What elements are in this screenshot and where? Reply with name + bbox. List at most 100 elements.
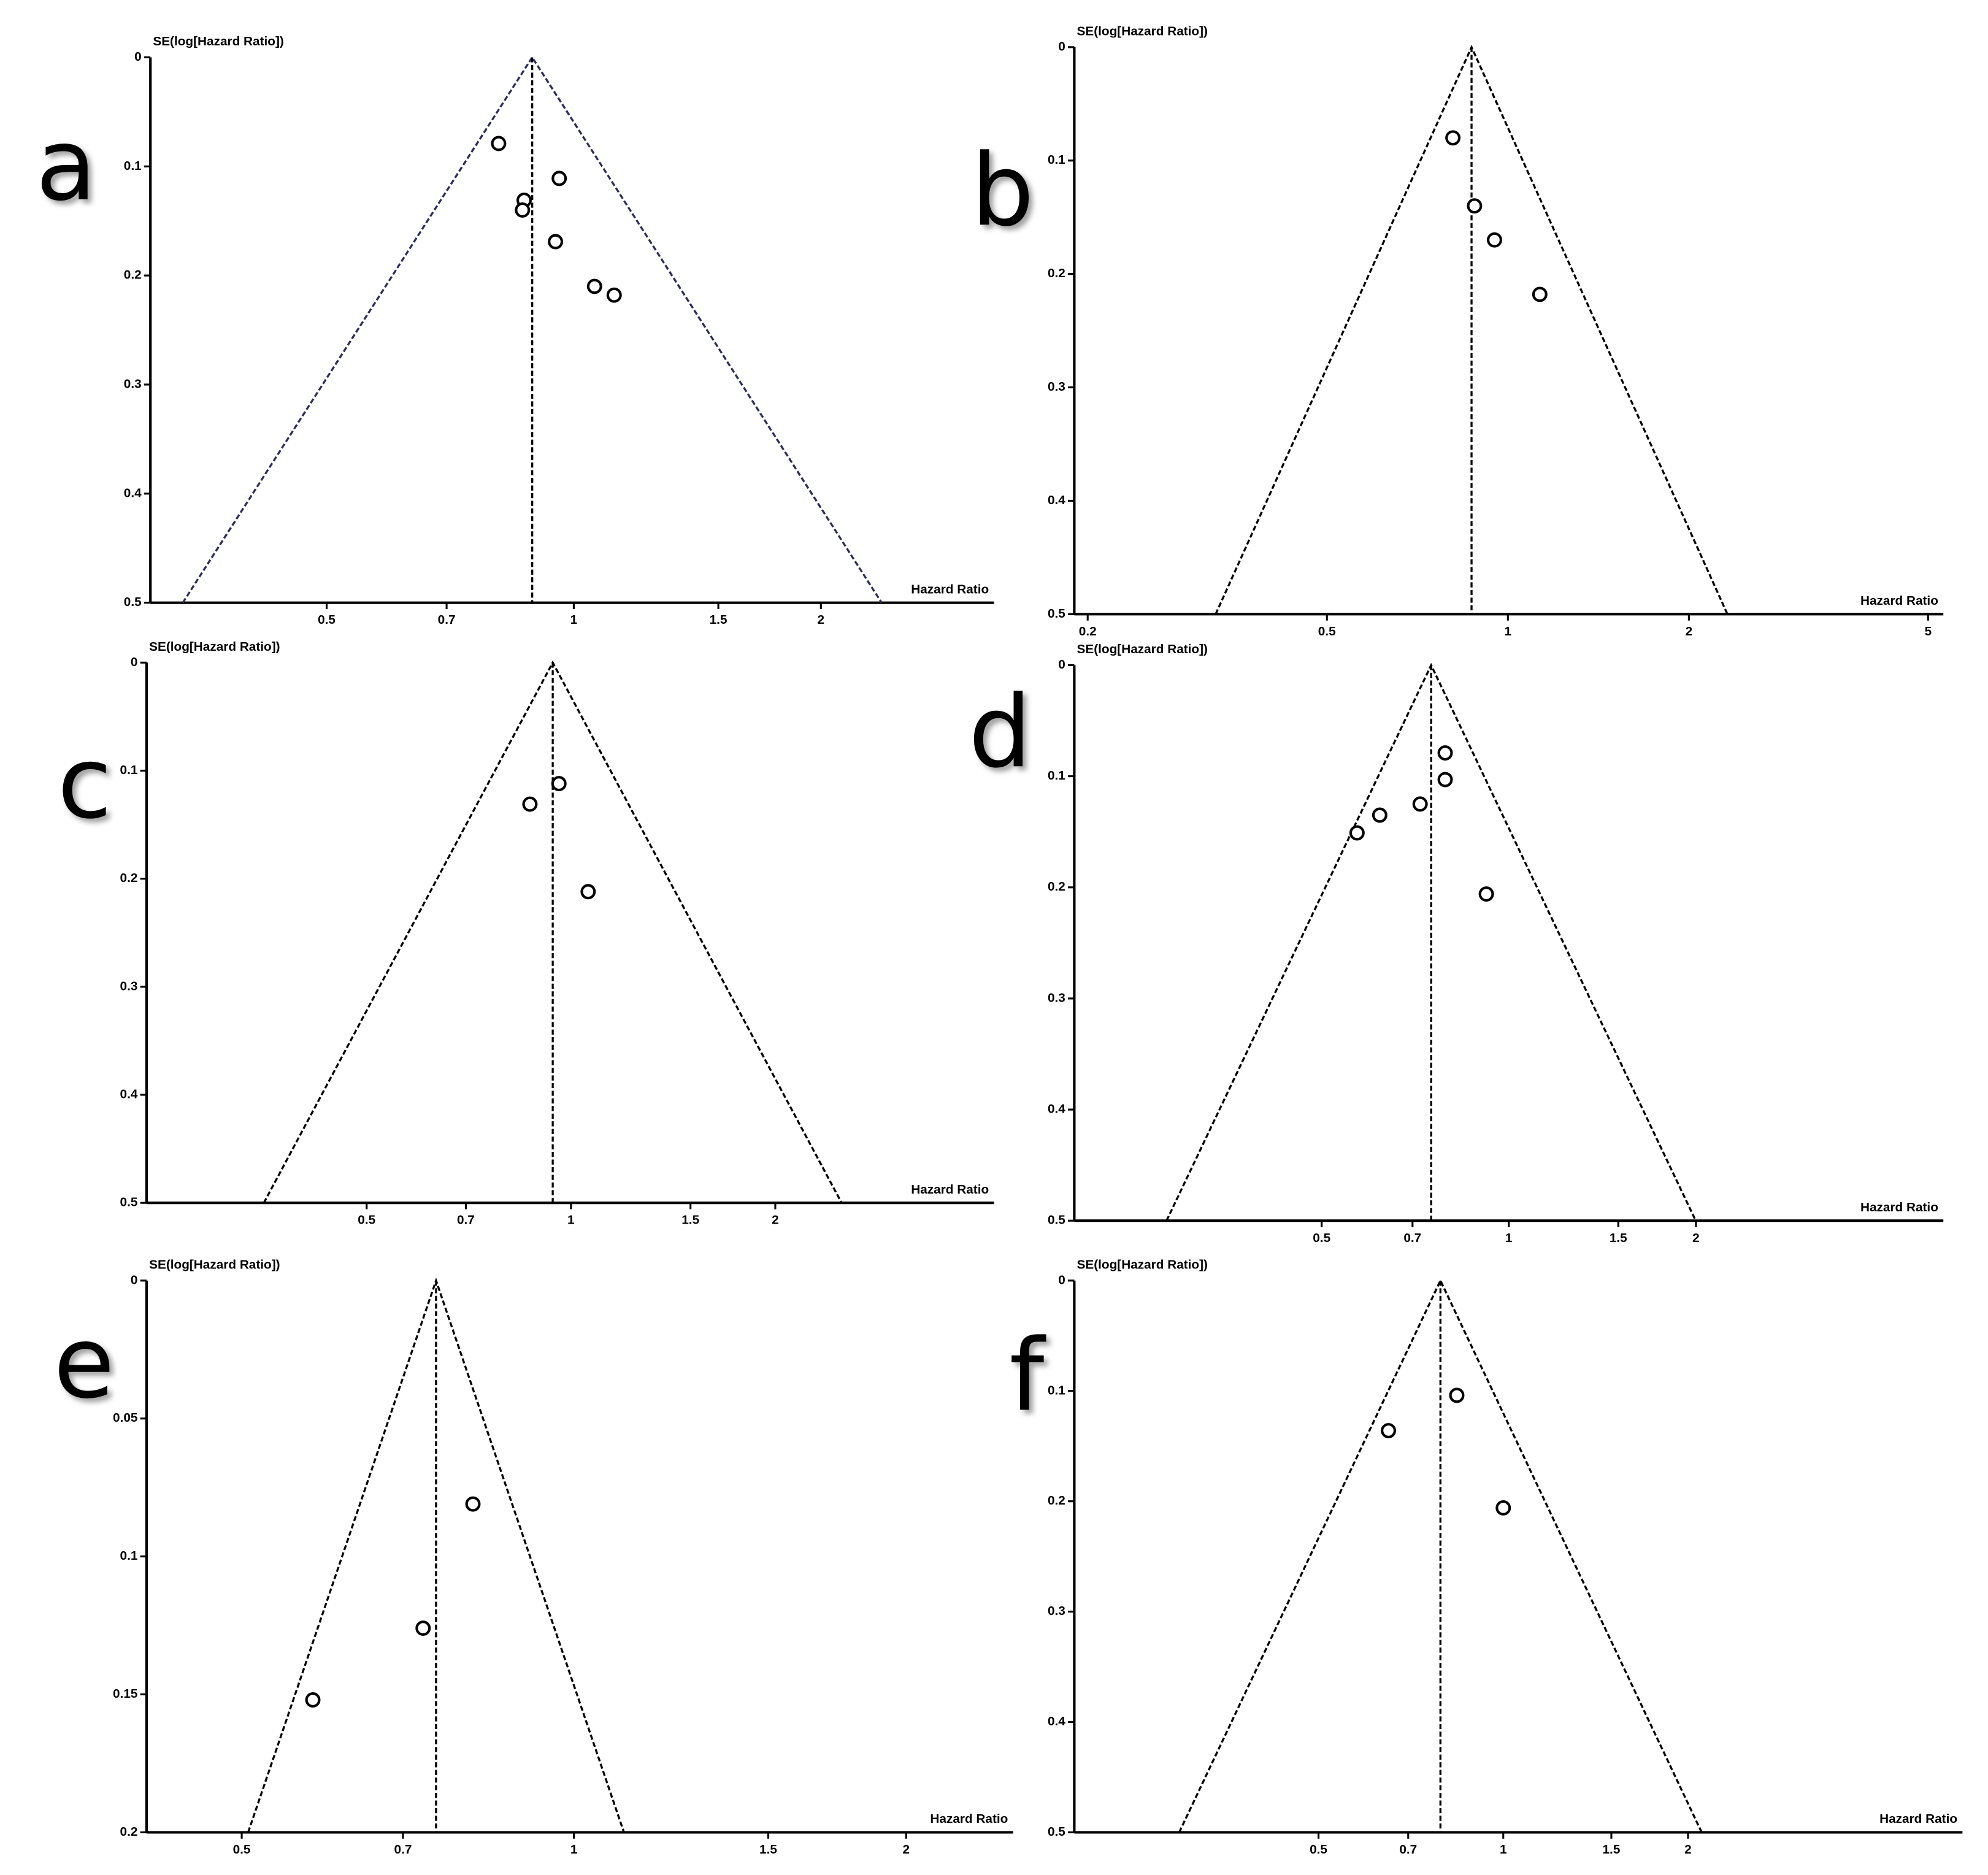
panel-label: c [58, 726, 112, 841]
x-tick-label: 0.2 [1079, 624, 1097, 638]
study-point [1349, 825, 1365, 841]
y-tick-label: 0 [131, 1273, 138, 1287]
study-point [1437, 772, 1453, 788]
y-tick-label: 0.2 [120, 871, 138, 885]
y-tick-label: 0.4 [120, 1087, 138, 1101]
x-axis-title: Hazard Ratio [1860, 1200, 1938, 1214]
y-axis-title: SE(log[Hazard Ratio]) [1077, 1257, 1208, 1271]
x-tick-label: 2 [903, 1842, 910, 1857]
study-point [491, 136, 507, 151]
study-point [1478, 886, 1494, 902]
x-tick-label: 0.7 [1399, 1842, 1417, 1857]
study-point [415, 1620, 431, 1636]
x-tick-label: 5 [1925, 624, 1932, 638]
funnel-plot: c SE(log[Hazard Ratio]) Hazard Ratio 0 0.1 0.… [58, 640, 994, 1227]
y-tick-label: 0.4 [1048, 493, 1065, 507]
x-tick-label: 0.7 [438, 613, 456, 627]
x-axis-title: Hazard Ratio [911, 1183, 989, 1197]
panel-label: e [53, 1306, 115, 1421]
y-tick-label: 0.3 [1048, 380, 1065, 394]
y-tick-label: 0.1 [1048, 153, 1065, 167]
x-axis-title: Hazard Ratio [911, 582, 989, 596]
y-tick-label: 0 [1058, 1273, 1065, 1287]
study-point [1372, 807, 1387, 823]
y-tick-label: 0.5 [120, 1195, 138, 1210]
y-axis-title: SE(log[Hazard Ratio]) [153, 34, 283, 48]
study-point [586, 278, 602, 294]
funnel-limits [1178, 1278, 1703, 1833]
y-tick-label: 0.5 [124, 595, 142, 609]
study-point [1467, 198, 1483, 214]
x-axis-title: Hazard Ratio [1860, 594, 1938, 608]
y-tick-label: 0 [134, 50, 142, 64]
x-tick-label: 1 [1505, 624, 1512, 638]
funnel-plot: b SE(log[Hazard Ratio]) Hazard Ratio 0 0.1 0.… [971, 24, 1944, 638]
study-point [1381, 1423, 1397, 1439]
x-tick-label: 1.5 [1610, 1231, 1627, 1245]
x-tick-label: 0.5 [358, 1213, 375, 1227]
y-tick-label: 0.2 [1048, 880, 1065, 894]
y-tick-label: 0 [1058, 658, 1065, 672]
y-tick-label: 0.4 [1048, 1714, 1065, 1728]
study-point [1487, 232, 1502, 248]
y-tick-label: 0.5 [1048, 1825, 1065, 1839]
y-tick-label: 0.15 [113, 1687, 137, 1701]
funnel-plot: a SE(log[Hazard Ratio]) Hazard Ratio 0 0.1 0.… [36, 34, 994, 627]
x-tick-label: 1.5 [759, 1842, 777, 1857]
y-tick-label: 0.3 [120, 979, 138, 993]
y-tick-label: 0.3 [1048, 1604, 1065, 1618]
x-tick-label: 1 [1500, 1842, 1507, 1857]
study-point [1412, 796, 1428, 812]
y-tick-label: 0.1 [1048, 1383, 1065, 1397]
y-tick-label: 0.4 [1048, 1102, 1065, 1116]
panel-label: b [971, 133, 1034, 248]
study-point [606, 287, 622, 303]
y-axis-title: SE(log[Hazard Ratio]) [149, 640, 280, 654]
study-point [1532, 286, 1548, 302]
x-tick-label: 0.5 [233, 1842, 251, 1857]
study-point [515, 202, 531, 218]
x-tick-label: 0.7 [1403, 1231, 1421, 1245]
y-tick-label: 0.1 [124, 159, 142, 173]
y-tick-label: 0.2 [1048, 1493, 1065, 1508]
x-tick-label: 0.7 [394, 1842, 412, 1857]
y-tick-label: 0.4 [124, 486, 142, 500]
y-tick-label: 0 [131, 655, 138, 669]
y-tick-label: 0.5 [1048, 607, 1065, 621]
x-tick-label: 0.5 [1318, 624, 1336, 638]
x-tick-label: 0.5 [318, 613, 336, 627]
panel-label: f [1009, 1318, 1046, 1433]
panel-label: d [969, 675, 1032, 790]
x-axis-title: Hazard Ratio [930, 1812, 1008, 1826]
study-point [1445, 130, 1461, 146]
x-tick-label: 1 [570, 613, 578, 627]
x-tick-label: 1 [570, 1842, 578, 1857]
y-tick-label: 0.2 [124, 268, 142, 282]
x-tick-label: 2 [772, 1213, 779, 1227]
y-tick-label: 0.2 [1048, 266, 1065, 280]
panel-label: a [36, 108, 96, 223]
y-tick-label: 0.1 [120, 763, 138, 777]
x-tick-label: 2 [1686, 624, 1693, 638]
y-axis-title: SE(log[Hazard Ratio]) [1077, 24, 1208, 38]
funnel-plot: e SE(log[Hazard Ratio]) Hazard Ratio 0 0.05 0… [53, 1257, 1013, 1857]
funnel-limits [182, 55, 883, 604]
x-tick-label: 0.5 [1313, 1231, 1330, 1245]
x-tick-label: 1.5 [1603, 1842, 1621, 1857]
x-tick-label: 1.5 [681, 1213, 699, 1227]
x-tick-label: 1.5 [710, 613, 727, 627]
funnel-plot: d SE(log[Hazard Ratio]) Hazard Ratio 0 0.1 0.… [969, 642, 1944, 1245]
study-point [522, 796, 538, 812]
study-point [1437, 745, 1453, 761]
y-axis-title: SE(log[Hazard Ratio]) [1077, 642, 1208, 656]
y-tick-label: 0 [1058, 39, 1065, 53]
study-point [1449, 1387, 1465, 1403]
study-point [548, 234, 564, 250]
x-tick-label: 2 [818, 613, 825, 627]
x-tick-label: 2 [1684, 1842, 1692, 1857]
y-tick-label: 0.05 [113, 1411, 137, 1425]
x-tick-label: 0.5 [1310, 1842, 1327, 1857]
x-tick-label: 0.7 [457, 1213, 475, 1227]
